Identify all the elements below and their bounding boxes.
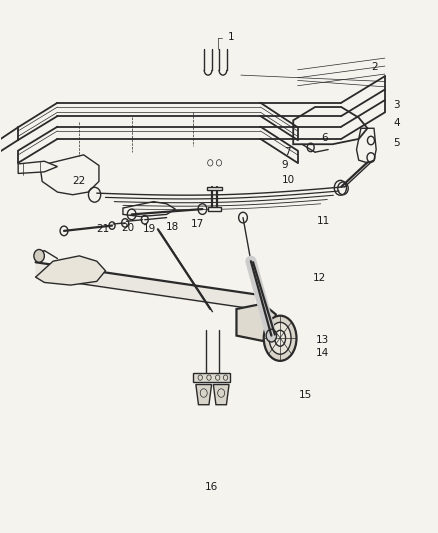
Text: 22: 22: [73, 176, 86, 187]
Text: 17: 17: [191, 219, 204, 229]
Text: 20: 20: [121, 223, 134, 233]
Circle shape: [34, 249, 44, 262]
Polygon shape: [237, 304, 276, 341]
Text: 16: 16: [205, 482, 218, 492]
Text: 5: 5: [394, 138, 400, 148]
Text: 13: 13: [316, 335, 329, 345]
Text: 18: 18: [166, 222, 179, 232]
Polygon shape: [193, 373, 230, 382]
Ellipse shape: [264, 316, 297, 361]
Text: 14: 14: [316, 348, 329, 358]
Polygon shape: [196, 384, 212, 405]
Polygon shape: [207, 187, 223, 190]
Text: 19: 19: [143, 224, 156, 235]
Text: 11: 11: [317, 216, 331, 227]
Text: 12: 12: [313, 273, 326, 283]
Polygon shape: [35, 256, 106, 285]
Ellipse shape: [275, 330, 286, 346]
Text: 10: 10: [283, 175, 296, 185]
Text: 2: 2: [371, 62, 378, 72]
Text: 4: 4: [394, 118, 400, 128]
Text: 15: 15: [298, 390, 312, 400]
Text: 6: 6: [321, 133, 328, 143]
Text: 21: 21: [97, 224, 110, 235]
Polygon shape: [213, 384, 229, 405]
Text: 7: 7: [284, 147, 290, 157]
Ellipse shape: [269, 322, 291, 354]
Text: 1: 1: [228, 32, 234, 42]
Polygon shape: [208, 207, 221, 211]
Text: 3: 3: [394, 100, 400, 110]
Polygon shape: [18, 161, 57, 173]
Text: 9: 9: [281, 160, 288, 171]
